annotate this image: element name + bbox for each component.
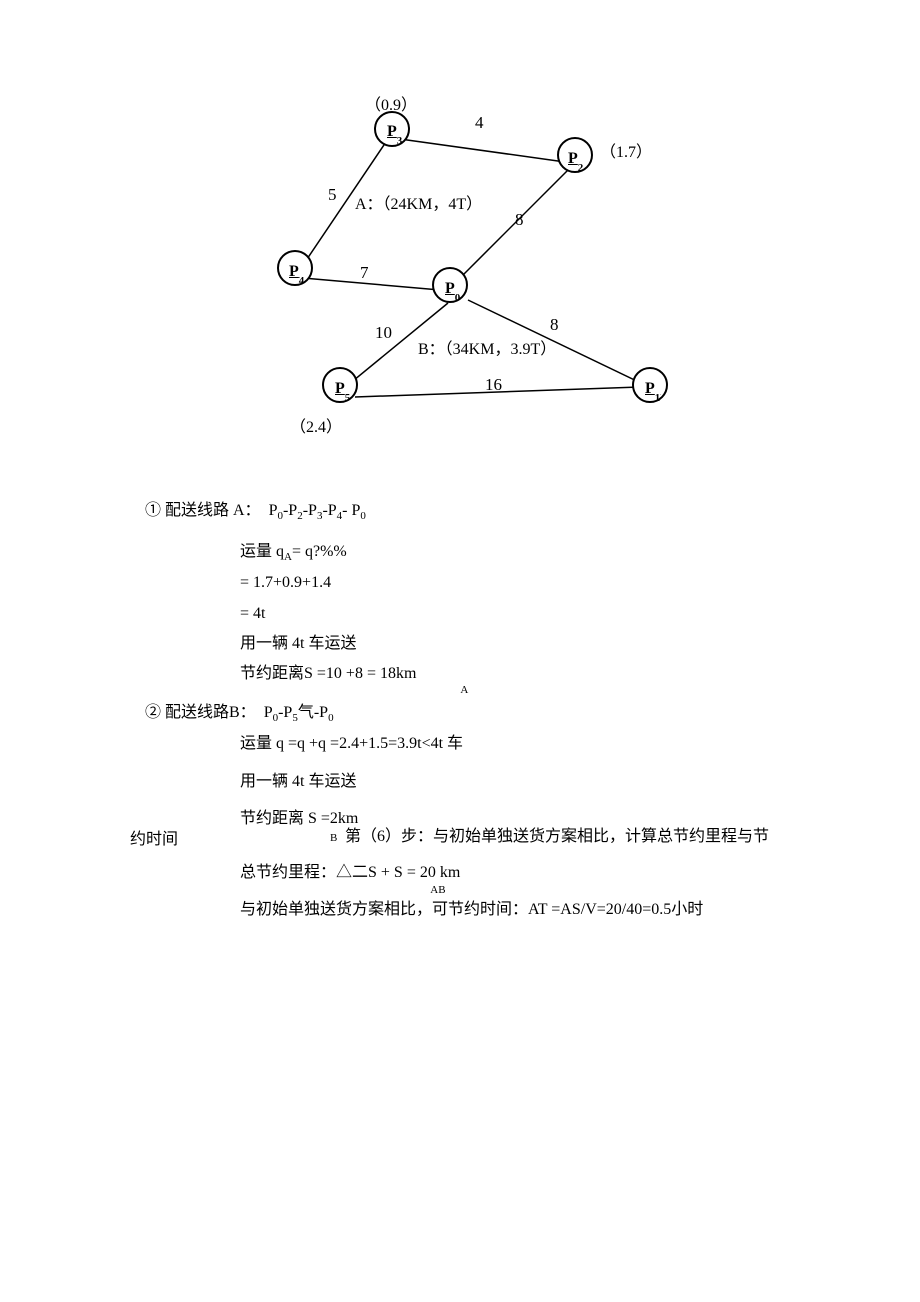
edge-label-5: 8	[550, 315, 559, 335]
qb-line1: 运量 q =q +q =2.4+1.5=3.9t<4t 车	[145, 729, 845, 759]
qa-line5: 节约距离S =10 +8 = 18km A	[145, 659, 845, 690]
route-b-section: ② 配送线路B： P0-P5气-P0 运量 q =q +q =2.4+1.5=3…	[145, 698, 845, 834]
network-diagram: P3 （0.9） P2 （1.7） P4 P0 P5 （2.4） P1 4 5 …	[270, 85, 690, 445]
route-b-title: ② 配送线路B： P0-P5气-P0	[145, 698, 845, 729]
node-p3-value: （0.9）	[365, 91, 417, 115]
qa-line3: = 4t	[145, 599, 845, 629]
edge-label-2: 7	[360, 263, 369, 283]
node-p3-label: P3	[387, 123, 402, 143]
time-saving: 与初始单独送货方案相比，可节约时间：AT =AS/V=20/40=0.5小时	[240, 895, 880, 925]
total-section: 总节约里程：△二S + S = 20 km AB 与初始单独送货方案相比，可节约…	[240, 858, 880, 925]
node-p4-label: P4	[289, 263, 304, 283]
route-a-title: ① 配送线路 A： P0-P2-P3-P4- P0	[145, 496, 845, 527]
edge-label-1: 5	[328, 185, 337, 205]
edge-label-6: 16	[485, 375, 502, 395]
node-p5-value: （2.4）	[290, 413, 342, 437]
edge-label-0: 4	[475, 113, 484, 133]
node-p5-label: P5	[335, 380, 350, 400]
total-mileage: 总节约里程：△二S + S = 20 km AB	[240, 858, 880, 889]
edge-label-4: 10	[375, 323, 392, 343]
qa-line1: 运量 qA= q?%%	[145, 537, 845, 568]
route-a-section: ① 配送线路 A： P0-P2-P3-P4- P0 运量 qA= q?%% = …	[145, 496, 845, 690]
qb-line2: 用一辆 4t 车运送	[145, 767, 845, 797]
node-p0-label: P0	[445, 280, 460, 300]
node-p2-value: （1.7）	[600, 138, 652, 162]
edge-label-3: 8	[515, 210, 524, 230]
step6-cont: 约时间	[130, 825, 178, 855]
qa-line2: = 1.7+0.9+1.4	[145, 568, 845, 598]
region-b: B：（34KM，3.9T）	[418, 335, 556, 359]
node-p1-label: P1	[645, 380, 660, 400]
region-a: A：（24KM，4T）	[355, 190, 482, 214]
qa-line4: 用一辆 4t 车运送	[145, 629, 845, 659]
node-p2-label: P2	[568, 150, 583, 170]
